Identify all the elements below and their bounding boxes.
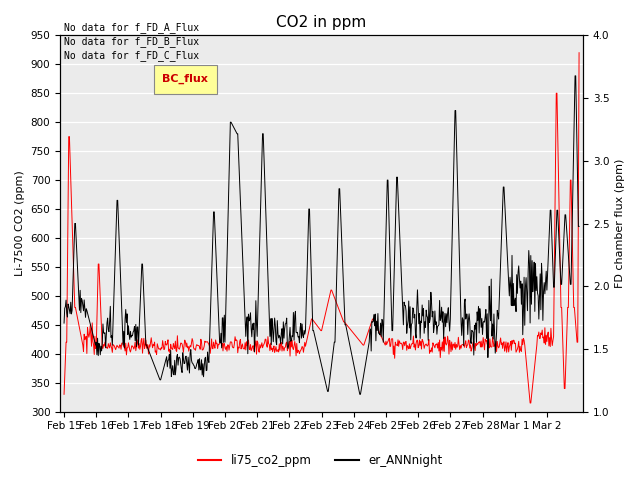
Text: BC_flux: BC_flux	[161, 74, 207, 84]
Y-axis label: FD chamber flux (ppm): FD chamber flux (ppm)	[615, 159, 625, 288]
Text: No data for f_FD_A_Flux: No data for f_FD_A_Flux	[64, 22, 199, 33]
Legend: li75_co2_ppm, er_ANNnight: li75_co2_ppm, er_ANNnight	[193, 449, 447, 472]
Title: CO2 in ppm: CO2 in ppm	[276, 15, 367, 30]
Text: No data for f_FD_B_Flux: No data for f_FD_B_Flux	[64, 36, 199, 47]
FancyBboxPatch shape	[154, 65, 217, 94]
Y-axis label: Li-7500 CO2 (ppm): Li-7500 CO2 (ppm)	[15, 170, 25, 276]
Text: No data for f_FD_C_Flux: No data for f_FD_C_Flux	[64, 50, 199, 61]
